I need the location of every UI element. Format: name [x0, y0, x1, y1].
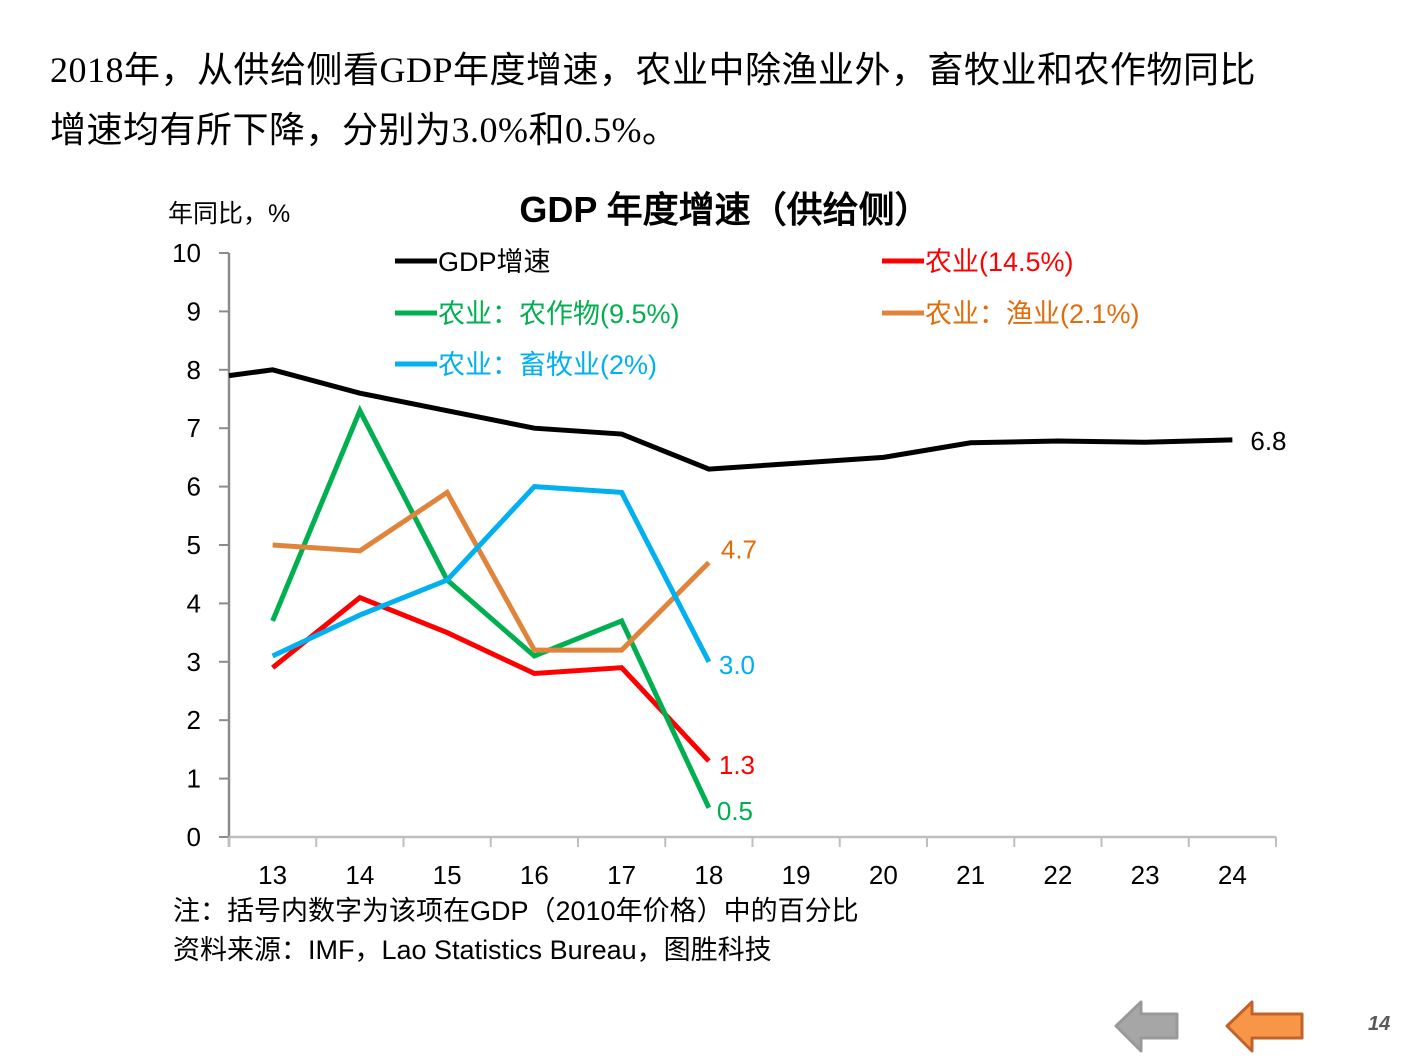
data-label: 1.3 — [719, 750, 755, 780]
y-tick-label: 6 — [187, 472, 201, 502]
footnote-source: 资料来源：IMF，Lao Statistics Bureau，图胜科技 — [173, 935, 772, 965]
x-tick-label: 17 — [607, 860, 636, 890]
series-line-4 — [271, 484, 712, 663]
x-tick-label: 20 — [869, 860, 898, 890]
footnote-note: 注：括号内数字为该项在GDP（2010年价格）中的百分比 — [173, 896, 859, 926]
y-tick-label: 7 — [187, 413, 201, 443]
legend: GDP增速 农业(14.5%) 农业：农作物(9.5%) 农业：渔业(2.1%) 农业：… — [395, 247, 1140, 380]
series-line-3 — [272, 488, 711, 653]
data-label: 6.8 — [1250, 426, 1286, 456]
headline-line-1: 2018年，从供给侧看GDP年度增速，农业中除渔业外，畜牧业和农作物同比 — [50, 50, 1257, 90]
x-tick-label: 24 — [1218, 860, 1247, 890]
x-tick-label: 18 — [694, 860, 723, 890]
y-tick-label: 4 — [187, 588, 201, 618]
legend-label: 农业：农作物(9.5%) — [438, 299, 680, 329]
y-tick-label: 0 — [187, 822, 201, 852]
y-tick-label: 8 — [187, 355, 201, 385]
legend-label: GDP增速 — [438, 247, 551, 277]
end-labels: 6.8 1.3 0.5 4.7 3.0 — [717, 426, 1287, 826]
series-line-1 — [271, 594, 711, 763]
x-tick-label: 13 — [258, 860, 287, 890]
back-slide-button[interactable] — [1224, 998, 1306, 1056]
x-tick-label: 15 — [433, 860, 462, 890]
legend-label: 农业(14.5%) — [925, 247, 1074, 277]
x-tick-label: 14 — [345, 860, 374, 890]
y-tick-label: 5 — [187, 530, 201, 560]
data-label: 4.7 — [721, 535, 757, 565]
page-number: 14 — [1368, 1013, 1391, 1035]
x-tick-label: 16 — [520, 860, 549, 890]
y-tick-label: 10 — [172, 238, 201, 268]
x-tick-label: 21 — [956, 860, 985, 890]
x-tick-label: 19 — [782, 860, 811, 890]
x-tick-label: 23 — [1131, 860, 1160, 890]
prev-slide-button[interactable] — [1113, 998, 1181, 1056]
series-layer — [228, 367, 1233, 809]
headline-line-2: 增速均有所下降，分别为3.0%和0.5%。 — [50, 110, 679, 150]
footnotes: 注：括号内数字为该项在GDP（2010年价格）中的百分比 资料来源：IMF，La… — [173, 892, 859, 970]
data-label: 0.5 — [717, 796, 753, 826]
series-line-2 — [270, 404, 712, 809]
data-label: 3.0 — [719, 650, 755, 680]
y-tick-label: 9 — [187, 296, 201, 326]
legend-label: 农业：渔业(2.1%) — [925, 299, 1140, 329]
chart-title: GDP 年度增速（供给侧） — [519, 189, 930, 230]
x-tick-label: 22 — [1043, 860, 1072, 890]
legend-label: 农业：畜牧业(2%) — [438, 350, 657, 380]
y-tick-label: 2 — [187, 705, 201, 735]
y-axis-label: 年同比，% — [168, 200, 290, 228]
left-arrow-icon — [1114, 1000, 1179, 1053]
series-line-0 — [228, 367, 1233, 472]
y-tick-label: 1 — [187, 764, 201, 794]
left-arrow-icon — [1225, 1000, 1304, 1053]
slide-headline: 2018年，从供给侧看GDP年度增速，农业中除渔业外，畜牧业和农作物同比 增速均… — [50, 40, 1390, 160]
y-tick-label: 3 — [187, 647, 201, 677]
